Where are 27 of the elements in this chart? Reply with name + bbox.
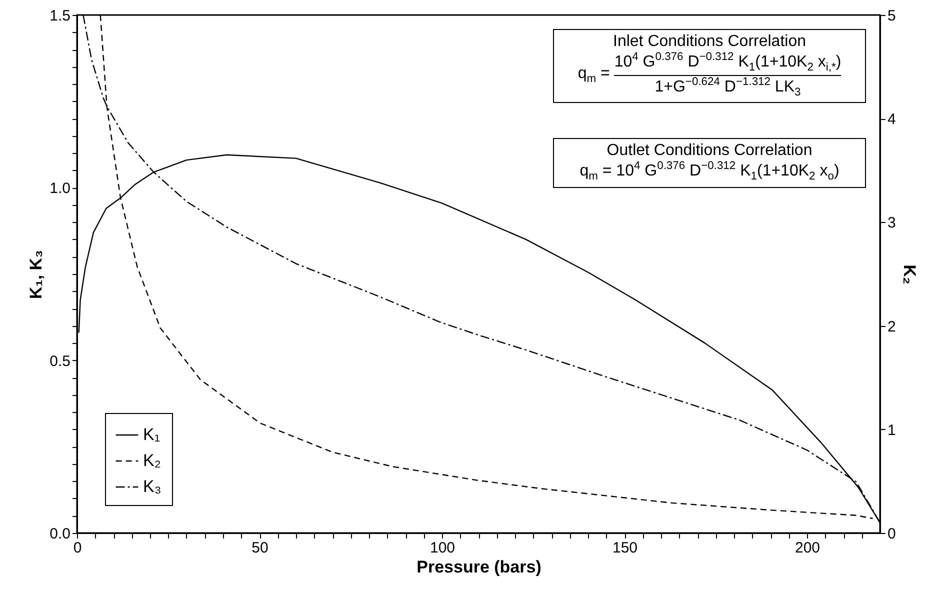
x-axis-title: Pressure (bars)	[416, 558, 542, 576]
x-tick-label: 200	[794, 540, 820, 556]
equation-box: Outlet Conditions Correlation q$_{m}$ = 10$^{4}$ G$^{0.376}$ D$^{−0.312}$ K$_{1}$(1+10K$_{2}$ x$_{o}$)	[553, 138, 866, 188]
y2-axis-title: K₂	[900, 264, 919, 284]
y2-tick-label: 2	[888, 318, 896, 336]
legend-label: K₁	[143, 425, 160, 444]
x-tick-label: 0	[73, 540, 82, 556]
x-tick-label: 100	[430, 540, 456, 556]
y-tick-label: 1.5	[50, 8, 70, 24]
legend-label: K₂	[143, 451, 161, 470]
y2-tick-label: 0	[888, 526, 896, 542]
y-axis-title: K₁, K₃	[26, 250, 46, 299]
annotation: Outlet Conditions Correlation	[606, 142, 814, 160]
annotation: Inlet Conditions Correlation	[612, 33, 807, 52]
y-tick-label: 1.0	[50, 180, 70, 198]
annotation: q$_{m}$ =	[578, 64, 610, 85]
y-tick-label: 0.0	[50, 526, 70, 542]
x-tick-label: 50	[252, 540, 268, 556]
annotation: 1+G$^{−0.624}$ D$^{−1.312}$ LK$_{3}$	[614, 74, 842, 100]
x-tick-label: 150	[612, 540, 638, 556]
y2-tick-label: 3	[888, 214, 896, 232]
legend-label: K₃	[143, 477, 162, 496]
y-tick-label: 0.5	[50, 352, 70, 370]
y2-tick-label: 4	[888, 111, 896, 128]
equation-box: Inlet Conditions Correlation q$_{m}$ = 10$^{4}$ G$^{0.376}$ D$^{−0.312}$ K$_{1}$(1+10K$_{2}$ x$_{i,*}$) 1+G$^{−0.624}$ D$^{−1.312}$ LK$_{3}$	[553, 29, 866, 104]
y2-tick-label: 1	[888, 422, 896, 439]
y2-tick-label: 5	[888, 8, 896, 24]
